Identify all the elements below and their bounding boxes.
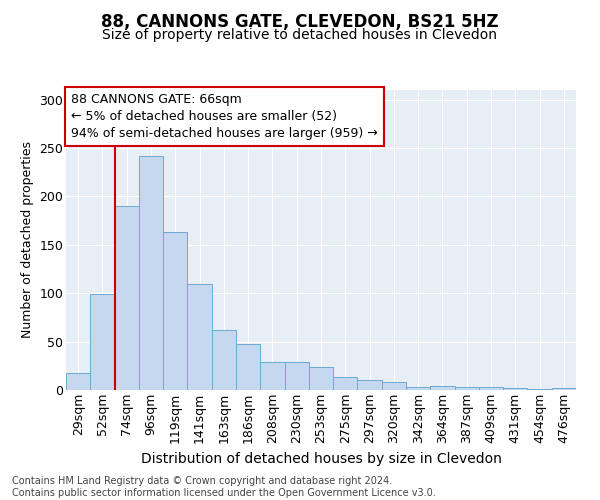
Bar (115, 206, 139, 390)
Bar (552, 388, 576, 390)
Bar (163, 232, 187, 390)
Text: Size of property relative to detached houses in Clevedon: Size of property relative to detached ho… (103, 28, 497, 42)
Bar (503, 388, 527, 390)
Bar (479, 387, 503, 390)
Y-axis label: Number of detached properties: Number of detached properties (21, 142, 34, 338)
Bar (358, 380, 382, 390)
Bar (309, 367, 333, 390)
Text: 88, CANNONS GATE, CLEVEDON, BS21 5HZ: 88, CANNONS GATE, CLEVEDON, BS21 5HZ (101, 12, 499, 30)
Text: Contains HM Land Registry data © Crown copyright and database right 2024.
Contai: Contains HM Land Registry data © Crown c… (12, 476, 436, 498)
Bar (333, 378, 358, 390)
Text: 88 CANNONS GATE: 66sqm
← 5% of detached houses are smaller (52)
94% of semi-deta: 88 CANNONS GATE: 66sqm ← 5% of detached … (71, 93, 378, 140)
Bar (406, 387, 430, 390)
Bar (187, 284, 212, 390)
Bar (430, 386, 455, 390)
Bar (527, 389, 552, 390)
Bar (260, 362, 284, 390)
Bar (212, 330, 236, 390)
Bar (284, 362, 309, 390)
Bar (455, 387, 479, 390)
Bar (382, 382, 406, 390)
Bar (90, 294, 115, 390)
Bar (236, 344, 260, 390)
Bar (66, 372, 90, 390)
X-axis label: Distribution of detached houses by size in Clevedon: Distribution of detached houses by size … (140, 452, 502, 466)
Bar (139, 156, 163, 390)
